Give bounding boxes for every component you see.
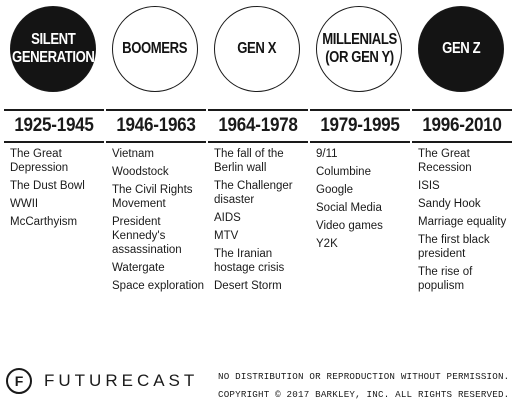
event-item: Space exploration [112,280,205,292]
generation-name: SILENT GENERATION [11,31,95,66]
event-item: The Great Recession [418,148,472,174]
distribution-notice: NO DISTRIBUTION OR REPRODUCTION WITHOUT … [218,371,510,382]
event-item: WWII [10,198,39,210]
divider [412,141,512,143]
divider [4,141,104,143]
event-item: The Iranian hostage crisis [214,248,285,274]
generation-name: GEN Z [441,40,481,57]
event-item: MTV [214,230,239,242]
event-list: Vietnam Woodstock The Civil Rights Movemen… [112,147,206,297]
divider [412,109,512,111]
futurecast-wordmark: FUTURECAST [44,371,199,390]
futurecast-logo: F FUTURECAST [6,368,198,394]
generation-years: 1925-1945 [14,115,94,136]
generation-badge: BOOMERS [112,6,198,92]
event-item: 9/11 [316,148,338,160]
event-item: Desert Storm [214,280,282,292]
generation-badge: MILLENIALS (OR GEN Y) [316,6,402,92]
event-list: 9/11 Columbine Google Social Media Video gam… [316,147,410,255]
event-item: Google [316,184,354,196]
event-item: The rise of populism [418,266,473,292]
event-item: The Civil Rights Movement [112,184,193,210]
divider [208,141,308,143]
generation-badge: GEN Z [418,6,504,92]
divider [310,109,410,111]
event-item: The Dust Bowl [10,180,85,192]
event-item: The first black president [418,234,490,260]
divider [4,109,104,111]
divider [208,109,308,111]
event-item: President Kennedy's assassination [112,216,182,256]
event-item: Woodstock [112,166,169,178]
futurecast-logo-icon: F [6,368,32,394]
event-item: Sandy Hook [418,198,481,210]
generation-name: BOOMERS [122,40,188,57]
event-item: Vietnam [112,148,154,160]
divider [310,141,410,143]
event-item: Marriage equality [418,216,507,228]
copyright-notice: COPYRIGHT © 2017 BARKLEY, INC. ALL RIGHT… [218,389,510,400]
divider [106,141,206,143]
generation-name: MILLENIALS (OR GEN Y) [321,31,397,66]
event-item: AIDS [214,212,241,224]
event-list: The Great Depression The Dust Bowl WWII McC… [10,147,104,233]
generation-name: GEN X [237,40,277,57]
divider [106,109,206,111]
event-list: The Great Recession ISIS Sandy Hook Marriag… [418,147,512,297]
generation-years: 1979-1995 [320,115,400,136]
generation-years: 1964-1978 [218,115,298,136]
generation-badge: SILENT GENERATION [10,6,96,92]
generation-badge: GEN X [214,6,300,92]
event-item: The fall of the Berlin wall [214,148,284,174]
event-item: Columbine [316,166,371,178]
event-item: ISIS [418,180,440,192]
event-item: Watergate [112,262,165,274]
event-list: The fall of the Berlin wall The Challenge… [214,147,308,297]
event-item: The Challenger disaster [214,180,293,206]
event-item: The Great Depression [10,148,69,174]
event-item: Social Media [316,202,382,214]
generation-years: 1946-1963 [116,115,196,136]
event-item: Video games [316,220,383,232]
event-item: Y2K [316,238,338,250]
event-item: McCarthyism [10,216,78,228]
generation-years: 1996-2010 [422,115,502,136]
